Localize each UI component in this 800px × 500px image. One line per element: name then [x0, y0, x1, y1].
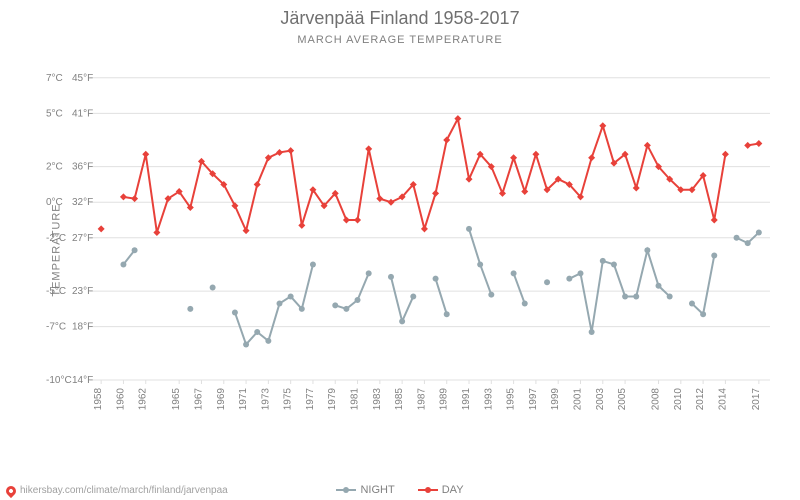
y-axis-label: TEMPERATURE [51, 203, 63, 296]
legend-item-night: NIGHT [336, 484, 394, 496]
svg-text:1969: 1969 [216, 388, 227, 411]
svg-text:1979: 1979 [327, 388, 338, 411]
svg-text:41°F: 41°F [72, 108, 93, 119]
attribution: hikersbay.com/climate/march/finland/jarv… [6, 485, 228, 496]
svg-text:-2°C: -2°C [46, 233, 66, 244]
svg-text:1960: 1960 [115, 388, 126, 411]
svg-text:1967: 1967 [193, 388, 204, 411]
svg-text:0°C: 0°C [46, 197, 63, 208]
legend-label-day: DAY [442, 484, 464, 496]
svg-text:1999: 1999 [550, 388, 561, 411]
svg-text:2017: 2017 [751, 388, 762, 411]
chart-subtitle: MARCH AVERAGE TEMPERATURE [0, 34, 800, 46]
svg-text:1993: 1993 [483, 388, 494, 411]
legend-swatch-day [418, 489, 438, 491]
svg-text:2°C: 2°C [46, 162, 63, 173]
svg-text:1977: 1977 [305, 388, 316, 411]
svg-text:18°F: 18°F [72, 322, 93, 333]
svg-text:1975: 1975 [283, 388, 294, 411]
svg-text:5°C: 5°C [46, 108, 63, 119]
svg-text:23°F: 23°F [72, 286, 93, 297]
plot-area: -10°C14°F-7°C18°F-5°C23°F-2°C27°F0°C32°F… [90, 55, 775, 425]
svg-text:14°F: 14°F [72, 375, 93, 386]
svg-text:2008: 2008 [651, 388, 662, 411]
svg-text:1983: 1983 [372, 388, 383, 411]
svg-text:2005: 2005 [617, 388, 628, 411]
svg-text:2012: 2012 [695, 388, 706, 411]
svg-text:7°C: 7°C [46, 73, 63, 84]
svg-text:1965: 1965 [171, 388, 182, 411]
svg-text:1958: 1958 [93, 388, 104, 411]
svg-text:1997: 1997 [528, 388, 539, 411]
map-pin-icon [4, 483, 18, 497]
svg-text:45°F: 45°F [72, 73, 93, 84]
svg-text:-7°C: -7°C [46, 322, 66, 333]
svg-text:36°F: 36°F [72, 162, 93, 173]
svg-text:1981: 1981 [350, 388, 361, 411]
svg-text:-10°C: -10°C [46, 375, 72, 386]
svg-text:1995: 1995 [506, 388, 517, 411]
legend-item-day: DAY [418, 484, 464, 496]
svg-text:2001: 2001 [572, 388, 583, 411]
svg-text:1971: 1971 [238, 388, 249, 411]
svg-text:32°F: 32°F [72, 197, 93, 208]
attribution-text: hikersbay.com/climate/march/finland/jarv… [20, 485, 228, 496]
legend-label-night: NIGHT [360, 484, 394, 496]
legend-swatch-night [336, 489, 356, 491]
svg-text:1991: 1991 [461, 388, 472, 411]
svg-text:2003: 2003 [595, 388, 606, 411]
svg-text:1987: 1987 [416, 388, 427, 411]
svg-text:1973: 1973 [260, 388, 271, 411]
svg-text:27°F: 27°F [72, 233, 93, 244]
svg-text:-5°C: -5°C [46, 286, 66, 297]
chart-title: Järvenpää Finland 1958-2017 [0, 8, 800, 29]
svg-text:1989: 1989 [439, 388, 450, 411]
chart-svg: -10°C14°F-7°C18°F-5°C23°F-2°C27°F0°C32°F… [90, 55, 775, 425]
svg-text:1985: 1985 [394, 388, 405, 411]
svg-text:2014: 2014 [717, 388, 728, 411]
chart-container: Järvenpää Finland 1958-2017 MARCH AVERAG… [0, 0, 800, 500]
svg-text:2010: 2010 [673, 388, 684, 411]
svg-text:1962: 1962 [138, 388, 149, 411]
